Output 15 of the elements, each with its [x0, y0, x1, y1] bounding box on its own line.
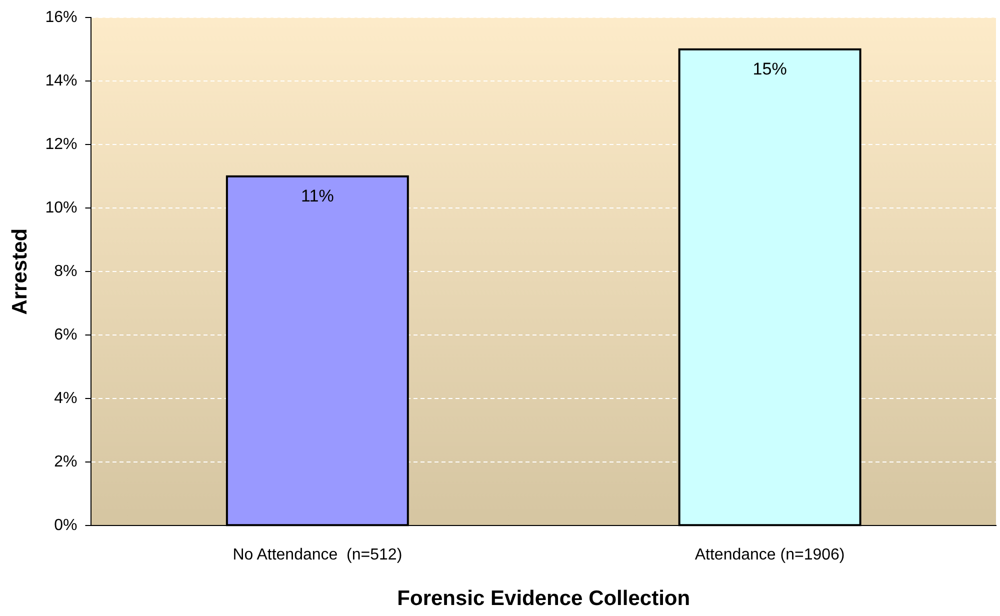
- y-tick-label: 16%: [45, 9, 78, 26]
- y-tick-label: 6%: [54, 326, 78, 344]
- y-tick-label: 8%: [54, 263, 78, 280]
- y-tick-label: 0%: [54, 517, 78, 534]
- data-label: 11%: [301, 186, 334, 206]
- y-tick-label: 4%: [54, 390, 78, 408]
- x-axis-title: Forensic Evidence Collection: [397, 587, 690, 610]
- y-tick-label: 12%: [45, 136, 78, 154]
- y-tick-label: 14%: [45, 72, 78, 90]
- data-label: 15%: [752, 60, 787, 79]
- x-tick-label: Attendance (n=1906): [694, 546, 845, 564]
- y-tick-label: 2%: [54, 454, 78, 471]
- x-tick-label: No Attendance (n=512): [232, 546, 402, 564]
- y-axis-title: Arrested: [8, 228, 32, 315]
- y-tick-label: 10%: [45, 200, 78, 217]
